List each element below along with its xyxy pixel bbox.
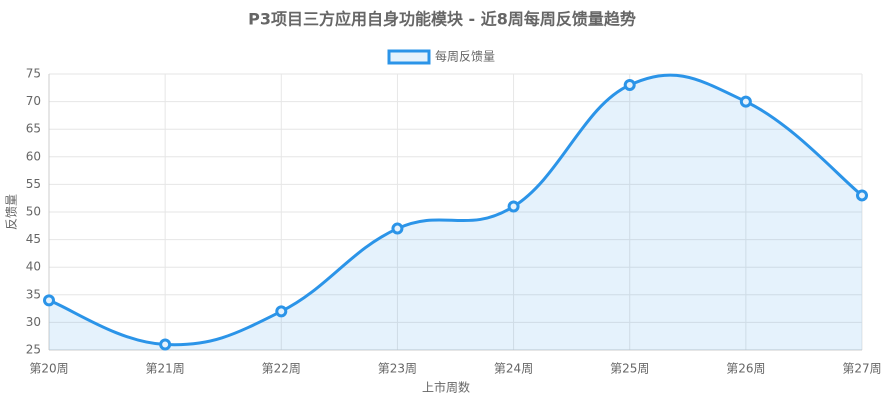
y-tick-label: 25: [26, 343, 41, 357]
point: [507, 200, 520, 213]
y-tick-label: 30: [26, 315, 41, 329]
x-tick-label: 第24周: [494, 362, 533, 376]
x-tick-label: 第20周: [29, 362, 68, 376]
point: [275, 305, 288, 318]
x-tick-label: 第23周: [378, 362, 417, 376]
y-tick-label: 50: [26, 205, 41, 219]
y-tick-label: 40: [26, 260, 41, 274]
legend-label: 每周反馈量: [435, 49, 495, 64]
y-tick-label: 70: [26, 94, 41, 108]
point: [159, 338, 172, 351]
y-tick-label: 35: [26, 287, 41, 301]
y-tick-label: 55: [26, 177, 41, 191]
x-tick-label: 第25周: [610, 362, 649, 376]
point: [856, 189, 868, 202]
point: [739, 95, 752, 108]
point: [391, 222, 404, 235]
x-axis-title: 上市周数: [422, 380, 470, 395]
y-tick-label: 60: [26, 149, 41, 163]
x-tick-label: 第21周: [146, 362, 185, 376]
point: [43, 294, 55, 307]
point: [623, 79, 636, 92]
x-tick-label: 第22周: [262, 362, 301, 376]
x-tick-label: 第26周: [726, 362, 765, 376]
chart-title: P3项目三方应用自身功能模块 - 近8周每周反馈量趋势: [248, 10, 636, 29]
y-axis-title: 反馈量: [5, 194, 19, 230]
y-tick-label: 65: [26, 122, 41, 136]
area: [49, 75, 862, 350]
line: [48, 73, 863, 347]
x-tick-label: 第27周: [842, 362, 881, 376]
y-tick-label: 45: [26, 232, 41, 246]
y-tick-label: 75: [26, 67, 41, 81]
legend-swatch: [387, 49, 431, 65]
